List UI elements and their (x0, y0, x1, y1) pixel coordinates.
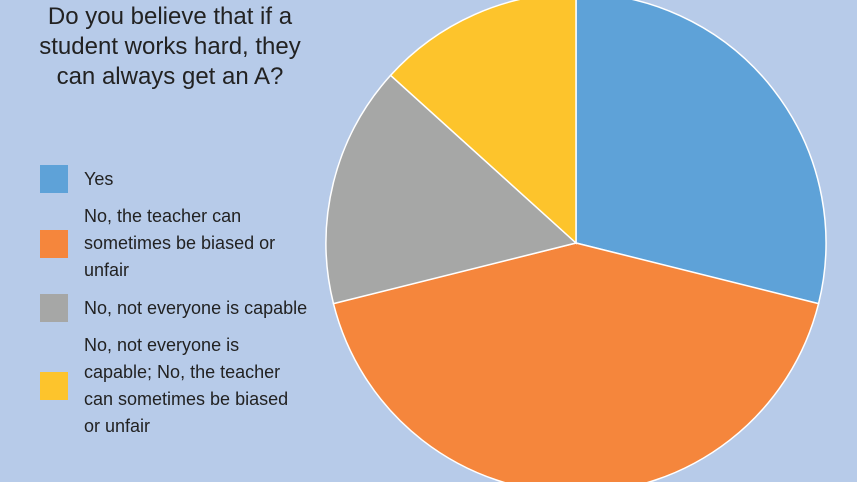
legend-label: No, not everyone is capable; No, the tea… (84, 335, 289, 436)
legend-label: No, not everyone is capable (84, 297, 308, 318)
pie-slice (389, 0, 577, 245)
legend-label: Yes (84, 168, 114, 189)
legend-swatch (40, 165, 68, 193)
legend-label: No, the teacher can sometimes be biased … (84, 206, 276, 280)
legend: Yes No, the teacher can sometimes be bias… (40, 165, 320, 450)
chart-title: Do you believe that if a student works h… (39, 3, 301, 90)
legend-item: Yes (40, 165, 320, 193)
legend-swatch (40, 229, 68, 258)
pie-slice (332, 242, 820, 482)
legend-item: No, not everyone is capable; No, the tea… (40, 332, 320, 440)
legend-item: No, not everyone is capable (40, 294, 320, 322)
legend-item: No, the teacher can sometimes be biased … (40, 203, 320, 284)
pie-slice (325, 74, 578, 305)
pie-slice (575, 0, 827, 305)
legend-swatch (40, 372, 68, 400)
legend-swatch (40, 294, 68, 322)
